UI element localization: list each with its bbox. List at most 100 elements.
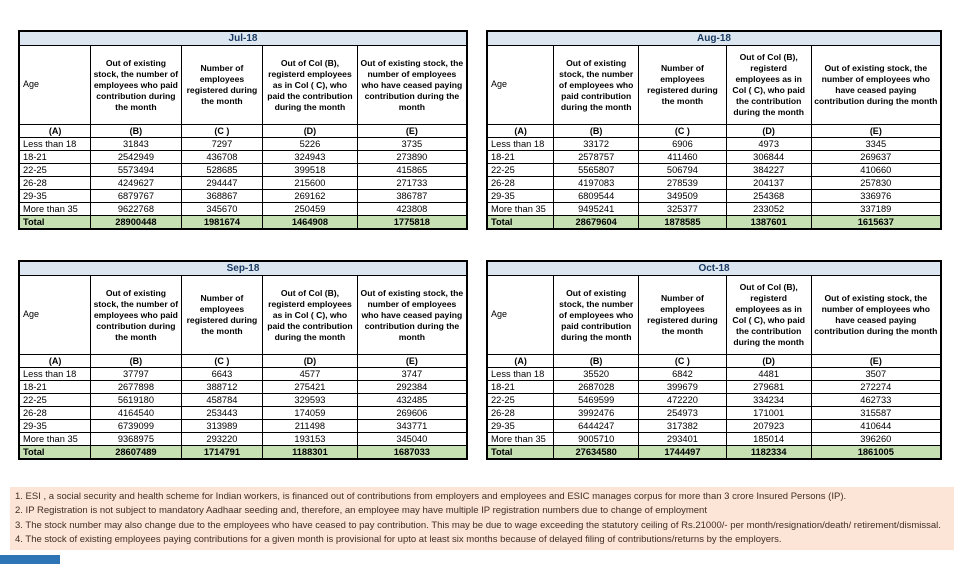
column-letter: (D) — [725, 354, 812, 368]
value-cell: 2542949 — [90, 150, 182, 164]
column-header-c: Number of employees registered during th… — [638, 45, 727, 125]
age-cell: Total — [18, 445, 92, 460]
table-row: 22-25 5469599 472220 334234 462733 — [486, 393, 942, 407]
column-header-d: Out of Col (B), registerd employees as i… — [725, 45, 812, 125]
table-row: 26-28 4197083 278539 204137 257830 — [486, 176, 942, 190]
table-row: 18-21 2677898 388712 275421 292384 — [18, 380, 468, 394]
value-cell: 345040 — [356, 432, 468, 446]
value-cell: 317382 — [638, 419, 727, 433]
value-cell: 233052 — [725, 202, 812, 216]
value-cell: 1878585 — [638, 215, 727, 230]
footnote-4: 4. The stock of existing employees payin… — [15, 533, 782, 545]
value-cell: 207923 — [725, 419, 812, 433]
value-cell: 4481 — [725, 367, 812, 381]
value-cell: 329593 — [262, 393, 358, 407]
column-header-e: Out of existing stock, the number of emp… — [356, 275, 468, 355]
value-cell: 35520 — [553, 367, 640, 381]
column-letter: (E) — [810, 354, 942, 368]
value-cell: 257830 — [810, 176, 942, 190]
total-row: Total 28607489 1714791 1188301 1687033 — [18, 445, 468, 460]
month-header-row: Sep-18 — [18, 260, 468, 276]
value-cell: 462733 — [810, 393, 942, 407]
value-cell: 293220 — [180, 432, 264, 446]
table-row: 18-21 2542949 436708 324943 273890 — [18, 150, 468, 164]
value-cell: 6842 — [638, 367, 727, 381]
column-letter: (C ) — [180, 354, 264, 368]
value-cell: 2677898 — [90, 380, 182, 394]
value-cell: 423808 — [356, 202, 468, 216]
value-cell: 5573494 — [90, 163, 182, 177]
value-cell: 215600 — [262, 176, 358, 190]
value-cell: 278539 — [638, 176, 727, 190]
column-header-row: Age Out of existing stock, the number of… — [486, 275, 942, 355]
column-header-e: Out of existing stock, the number of emp… — [356, 45, 468, 125]
column-header-age: Age — [18, 275, 92, 355]
footnotes-block: 1. ESI , a social security and health sc… — [10, 487, 954, 551]
table-row: More than 35 9622768 345670 250459 423808 — [18, 202, 468, 216]
table-row: 26-28 4164540 253443 174059 269606 — [18, 406, 468, 420]
value-cell: 9005710 — [553, 432, 640, 446]
value-cell: 171001 — [725, 406, 812, 420]
month-table-aug: Aug-18 Age Out of existing stock, the nu… — [486, 30, 942, 230]
value-cell: 28679604 — [553, 215, 640, 230]
value-cell: 1861005 — [810, 445, 942, 460]
column-header-b: Out of existing stock, the number of emp… — [90, 275, 182, 355]
value-cell: 386787 — [356, 189, 468, 203]
value-cell: 273890 — [356, 150, 468, 164]
column-letter-row: (A) (B) (C ) (D) (E) — [486, 354, 942, 368]
column-header-d: Out of Col (B), registerd employees as i… — [262, 45, 358, 125]
value-cell: 6739099 — [90, 419, 182, 433]
footnote-1: 1. ESI , a social security and health sc… — [15, 491, 847, 502]
footnote-3: 3. The stock number may also change due … — [15, 519, 941, 531]
value-cell: 204137 — [725, 176, 812, 190]
value-cell: 2578757 — [553, 150, 640, 164]
table-row: 26-28 4249627 294447 215600 271733 — [18, 176, 468, 190]
column-header-b: Out of existing stock, the number of emp… — [553, 45, 640, 125]
age-cell: 26-28 — [486, 406, 555, 420]
value-cell: 325377 — [638, 202, 727, 216]
age-cell: Less than 18 — [486, 367, 555, 381]
value-cell: 254973 — [638, 406, 727, 420]
column-letter: (E) — [810, 124, 942, 138]
age-cell: More than 35 — [18, 432, 92, 446]
table-row: Less than 18 35520 6842 4481 3507 — [486, 367, 942, 381]
value-cell: 396260 — [810, 432, 942, 446]
column-letter: (A) — [486, 354, 555, 368]
column-letter: (B) — [553, 354, 640, 368]
month-title: Jul-18 — [18, 30, 468, 46]
value-cell: 324943 — [262, 150, 358, 164]
column-header-e: Out of existing stock, the number of emp… — [810, 45, 942, 125]
month-header-row: Aug-18 — [486, 30, 942, 46]
column-letter: (B) — [90, 124, 182, 138]
value-cell: 334234 — [725, 393, 812, 407]
footnote-2: 2. IP Registration is not subject to man… — [15, 505, 707, 517]
age-cell: More than 35 — [486, 202, 555, 216]
value-cell: 315587 — [810, 406, 942, 420]
column-letter: (C ) — [638, 354, 727, 368]
value-cell: 399518 — [262, 163, 358, 177]
value-cell: 343771 — [356, 419, 468, 433]
age-cell: 29-35 — [18, 419, 92, 433]
value-cell: 345670 — [180, 202, 264, 216]
value-cell: 4973 — [725, 137, 812, 151]
month-header-row: Jul-18 — [18, 30, 468, 46]
month-title: Oct-18 — [486, 260, 942, 276]
column-header-e: Out of existing stock, the number of emp… — [810, 275, 942, 355]
value-cell: 2687028 — [553, 380, 640, 394]
value-cell: 28607489 — [90, 445, 182, 460]
value-cell: 253443 — [180, 406, 264, 420]
column-letter: (D) — [725, 124, 812, 138]
value-cell: 31843 — [90, 137, 182, 151]
value-cell: 269637 — [810, 150, 942, 164]
age-cell: Total — [486, 445, 555, 460]
value-cell: 432485 — [356, 393, 468, 407]
value-cell: 6879767 — [90, 189, 182, 203]
value-cell: 5619180 — [90, 393, 182, 407]
table-row: Less than 18 37797 6643 4577 3747 — [18, 367, 468, 381]
table-row: More than 35 9005710 293401 185014 396260 — [486, 432, 942, 446]
value-cell: 336976 — [810, 189, 942, 203]
value-cell: 6643 — [180, 367, 264, 381]
column-letter: (A) — [18, 124, 92, 138]
value-cell: 294447 — [180, 176, 264, 190]
table-row: 29-35 6809544 349509 254368 336976 — [486, 189, 942, 203]
